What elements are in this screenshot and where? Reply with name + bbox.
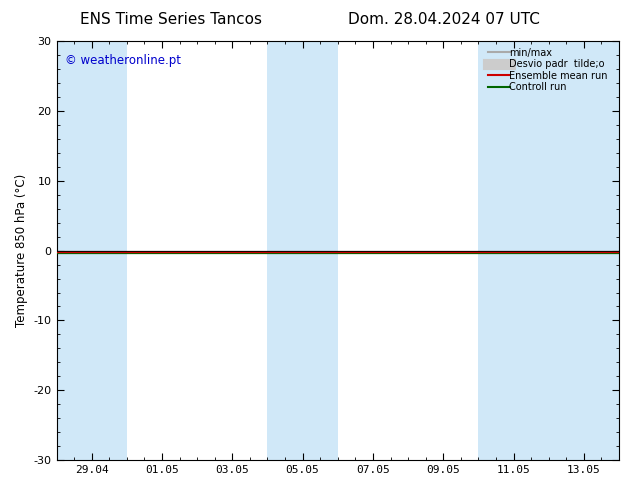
Legend: min/max, Desvio padr  tilde;o, Ensemble mean run, Controll run: min/max, Desvio padr tilde;o, Ensemble m… [486,46,614,94]
Text: ENS Time Series Tancos: ENS Time Series Tancos [80,12,262,27]
Bar [268,41,338,460]
Text: Dom. 28.04.2024 07 UTC: Dom. 28.04.2024 07 UTC [348,12,540,27]
Bar [479,41,619,460]
Y-axis label: Temperature 850 hPa (°C): Temperature 850 hPa (°C) [15,174,28,327]
Bar [56,41,127,460]
Text: © weatheronline.pt: © weatheronline.pt [65,53,181,67]
